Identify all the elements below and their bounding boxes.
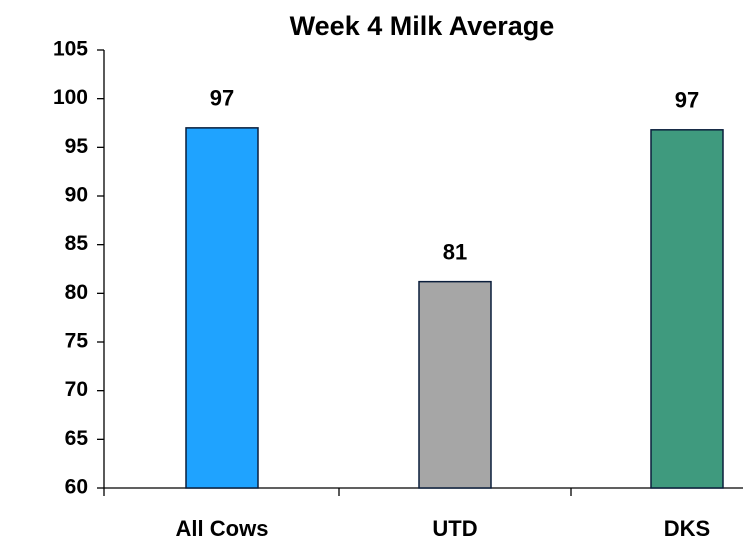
y-tick-label: 105 [53, 38, 88, 61]
bar [418, 280, 492, 489]
y-tick-label: 100 [53, 86, 88, 109]
y-tick-label: 75 [65, 330, 89, 353]
value-label: 97 [675, 88, 699, 113]
y-tick-label: 65 [65, 427, 89, 450]
y-tick-label: 70 [65, 378, 88, 401]
bar [185, 127, 259, 489]
value-label: 81 [443, 239, 467, 264]
x-tick-label: DKS [664, 516, 710, 541]
y-tick-label: 90 [65, 184, 88, 207]
x-tick-label: UTD [432, 516, 477, 541]
value-label: 97 [210, 86, 234, 111]
y-tick-label: 80 [65, 281, 88, 304]
chart-title: Week 4 Milk Average [290, 11, 555, 41]
y-tick-label: 85 [65, 232, 89, 255]
bar [650, 129, 724, 489]
y-tick-label: 95 [65, 135, 89, 158]
y-tick-label: 60 [65, 476, 88, 499]
x-tick-label: All Cows [176, 516, 269, 541]
